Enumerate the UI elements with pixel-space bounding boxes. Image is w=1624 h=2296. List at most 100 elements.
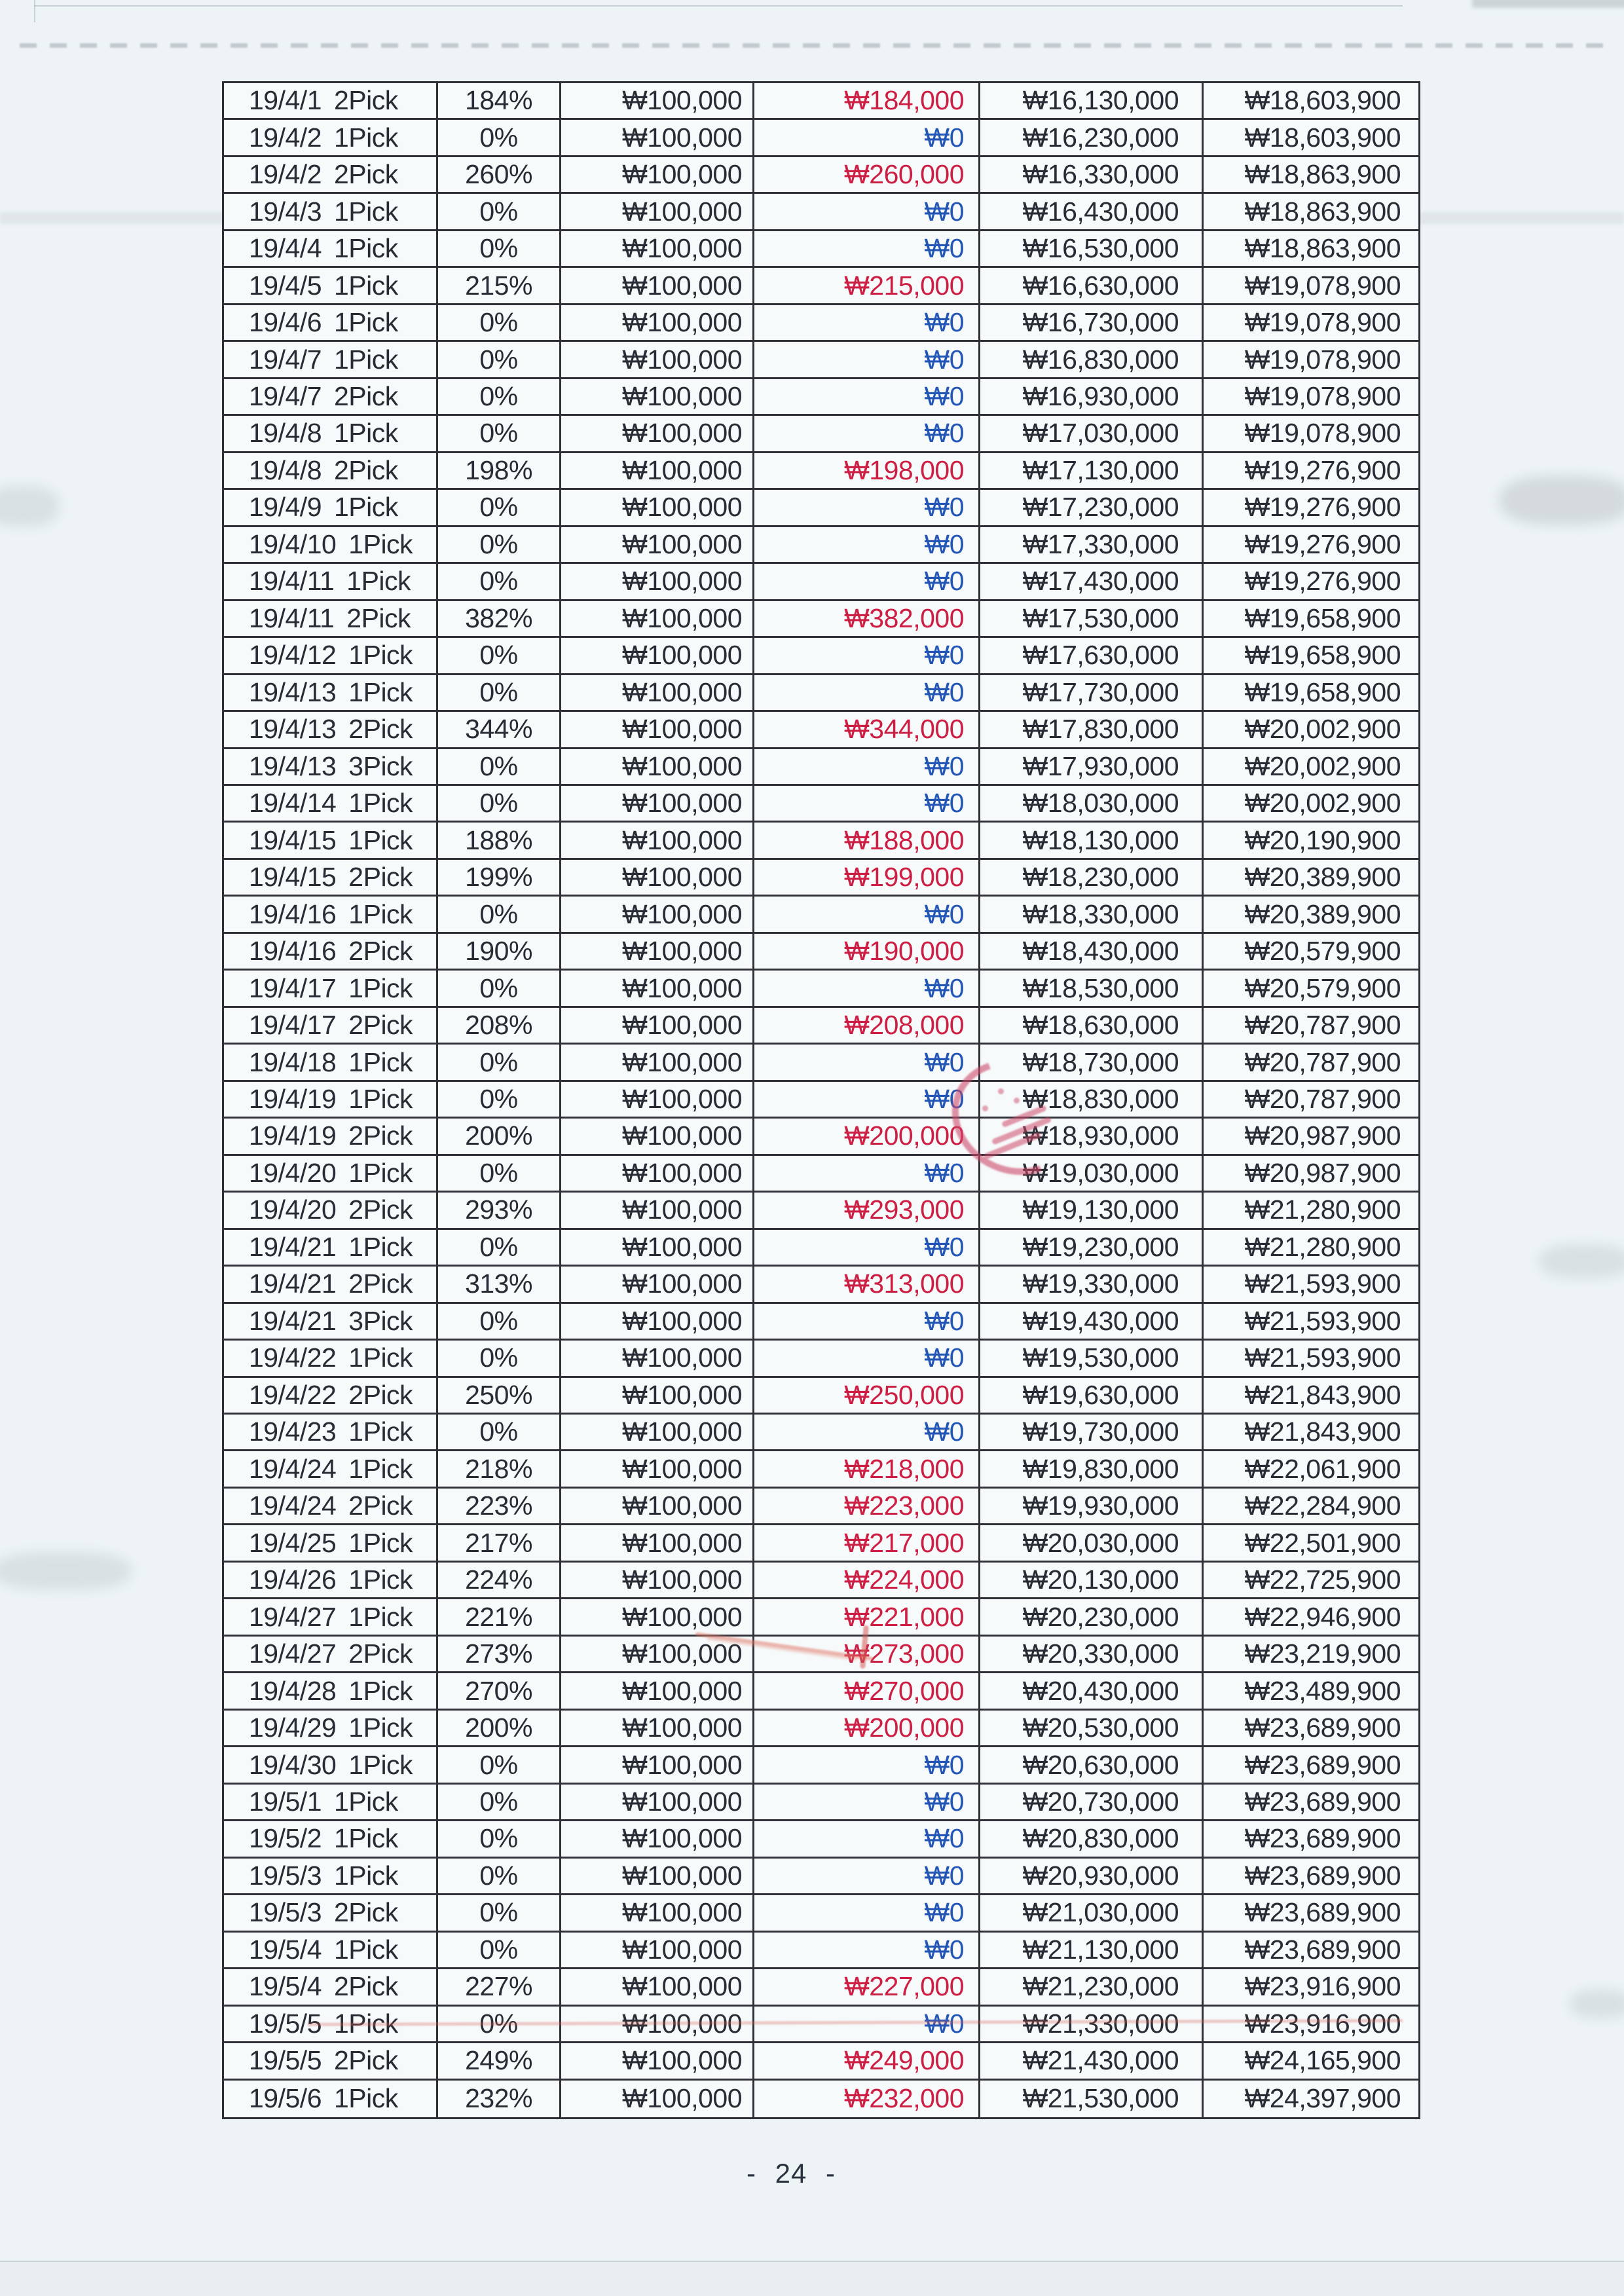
cell-rate: 0% [438, 564, 561, 601]
cell-rate: 0% [438, 1821, 561, 1859]
cell-bet: ₩100,000 [561, 453, 754, 491]
cell-date-pick: 19/4/17 2Pick [224, 1007, 438, 1045]
cell-cumulative-total: ₩19,276,900 [1204, 453, 1418, 491]
cell-date-pick: 19/4/4 1Pick [224, 231, 438, 268]
cell-date-pick: 19/4/26 1Pick [224, 1562, 438, 1600]
cell-date-pick: 19/4/25 1Pick [224, 1525, 438, 1563]
cell-date-pick: 19/4/30 1Pick [224, 1747, 438, 1785]
cell-cumulative-total: ₩21,843,900 [1204, 1415, 1418, 1452]
cell-date-pick: 19/5/6 1Pick [224, 2080, 438, 2117]
cell-rate: 200% [438, 1710, 561, 1748]
cell-rate: 200% [438, 1119, 561, 1156]
pick-label: 1Pick [348, 1083, 413, 1114]
date-label: 19/4/28 [249, 1675, 337, 1706]
cell-cumulative-bet: ₩16,730,000 [980, 305, 1204, 343]
pick-label: 1Pick [346, 566, 411, 597]
pick-label: 1Pick [348, 1046, 413, 1077]
pick-label: 1Pick [348, 676, 413, 707]
cell-result: ₩344,000 [754, 712, 980, 749]
page-number: - 24 - [746, 2158, 836, 2189]
date-label: 19/4/20 [249, 1194, 337, 1225]
cell-bet: ₩100,000 [561, 1895, 754, 1933]
cell-result: ₩0 [754, 675, 980, 713]
date-label: 19/4/13 [249, 750, 337, 781]
cell-result: ₩0 [754, 1303, 980, 1341]
cell-date-pick: 19/4/17 1Pick [224, 971, 438, 1008]
date-label: 19/4/5 [249, 270, 322, 301]
date-label: 19/4/29 [249, 1713, 337, 1743]
pick-label: 1Pick [348, 1675, 413, 1706]
cell-date-pick: 19/5/3 2Pick [224, 1895, 438, 1933]
cell-rate: 0% [438, 1932, 561, 1970]
cell-cumulative-total: ₩21,593,900 [1204, 1267, 1418, 1304]
cell-date-pick: 19/5/1 1Pick [224, 1784, 438, 1822]
cell-cumulative-bet: ₩16,930,000 [980, 379, 1204, 417]
cell-date-pick: 19/4/1 2Pick [224, 83, 438, 120]
cell-result: ₩217,000 [754, 1525, 980, 1563]
cell-cumulative-bet: ₩21,030,000 [980, 1895, 1204, 1933]
date-label: 19/4/19 [249, 1120, 337, 1151]
cell-result: ₩200,000 [754, 1119, 980, 1156]
pick-label: 1Pick [348, 640, 413, 671]
cell-rate: 0% [438, 120, 561, 157]
cell-result: ₩270,000 [754, 1673, 980, 1711]
pick-label: 1Pick [334, 418, 398, 449]
cell-result: ₩0 [754, 749, 980, 786]
cell-rate: 0% [438, 1045, 561, 1082]
cell-bet: ₩100,000 [561, 490, 754, 527]
cell-cumulative-total: ₩20,002,900 [1204, 712, 1418, 749]
pick-label: 1Pick [348, 528, 413, 559]
cell-date-pick: 19/4/21 3Pick [224, 1303, 438, 1341]
cell-date-pick: 19/4/21 2Pick [224, 1267, 438, 1304]
cell-cumulative-bet: ₩21,530,000 [980, 2080, 1204, 2117]
cell-cumulative-total: ₩23,219,900 [1204, 1636, 1418, 1674]
cell-rate: 250% [438, 1377, 561, 1415]
cell-bet: ₩100,000 [561, 823, 754, 860]
cell-cumulative-bet: ₩18,730,000 [980, 1045, 1204, 1082]
cell-rate: 382% [438, 601, 561, 639]
cell-result: ₩0 [754, 1784, 980, 1822]
cell-bet: ₩100,000 [561, 1969, 754, 2007]
cell-result: ₩0 [754, 490, 980, 527]
cell-cumulative-bet: ₩20,730,000 [980, 1784, 1204, 1822]
cell-result: ₩198,000 [754, 453, 980, 491]
cell-rate: 0% [438, 1784, 561, 1822]
cell-cumulative-total: ₩20,579,900 [1204, 971, 1418, 1008]
cell-rate: 0% [438, 971, 561, 1008]
pick-label: 1Pick [334, 2083, 398, 2114]
cell-cumulative-total: ₩20,190,900 [1204, 823, 1418, 860]
date-label: 19/4/15 [249, 824, 337, 855]
pick-label: 1Pick [348, 1231, 413, 1262]
cell-rate: 0% [438, 527, 561, 565]
cell-bet: ₩100,000 [561, 1599, 754, 1637]
cell-rate: 0% [438, 1303, 561, 1341]
cell-result: ₩0 [754, 1155, 980, 1193]
cell-date-pick: 19/4/27 2Pick [224, 1636, 438, 1674]
cell-result: ₩221,000 [754, 1599, 980, 1637]
cell-bet: ₩100,000 [561, 2006, 754, 2044]
cell-date-pick: 19/4/24 1Pick [224, 1451, 438, 1489]
cell-bet: ₩100,000 [561, 1747, 754, 1785]
cell-cumulative-total: ₩23,689,900 [1204, 1858, 1418, 1896]
cell-result: ₩0 [754, 527, 980, 565]
cell-date-pick: 19/4/16 2Pick [224, 933, 438, 971]
cell-date-pick: 19/5/4 2Pick [224, 1969, 438, 2007]
cell-cumulative-bet: ₩18,130,000 [980, 823, 1204, 860]
cell-cumulative-total: ₩20,002,900 [1204, 785, 1418, 823]
scan-smudge [1500, 475, 1624, 525]
cell-result: ₩223,000 [754, 1488, 980, 1526]
pick-label: 2Pick [334, 381, 398, 412]
cell-rate: 227% [438, 1969, 561, 2007]
cell-bet: ₩100,000 [561, 268, 754, 305]
cell-cumulative-total: ₩23,689,900 [1204, 1821, 1418, 1859]
date-label: 19/4/8 [249, 418, 322, 449]
cell-date-pick: 19/4/11 1Pick [224, 564, 438, 601]
cell-bet: ₩100,000 [561, 601, 754, 639]
cell-rate: 0% [438, 2006, 561, 2044]
cell-cumulative-bet: ₩19,230,000 [980, 1229, 1204, 1267]
date-label: 19/4/20 [249, 1157, 337, 1188]
scan-smudge [0, 486, 59, 527]
date-label: 19/4/11 [249, 566, 335, 597]
cell-cumulative-bet: ₩18,830,000 [980, 1081, 1204, 1119]
cell-rate: 0% [438, 1155, 561, 1193]
